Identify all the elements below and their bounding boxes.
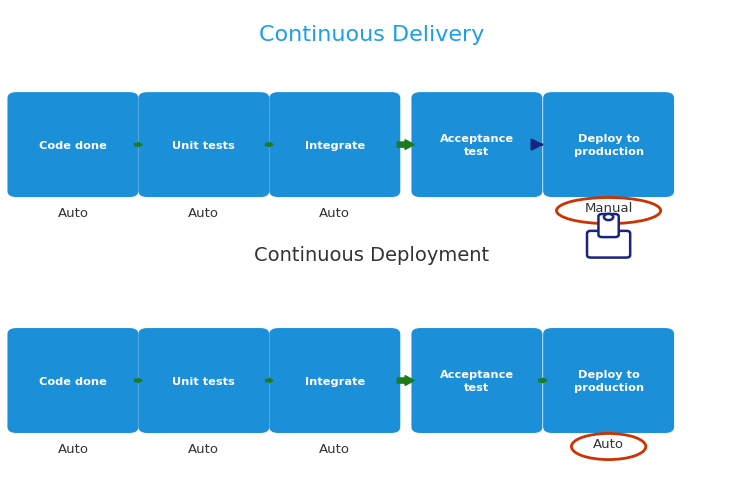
FancyBboxPatch shape — [543, 93, 674, 197]
Text: Integrate: Integrate — [305, 376, 365, 386]
Text: Auto: Auto — [57, 442, 89, 455]
FancyBboxPatch shape — [138, 93, 269, 197]
Text: Acceptance
test: Acceptance test — [440, 134, 514, 156]
Text: Auto: Auto — [188, 442, 219, 455]
Text: Code done: Code done — [39, 140, 107, 150]
FancyBboxPatch shape — [7, 329, 138, 433]
Text: Deploy to
production: Deploy to production — [574, 134, 644, 156]
FancyBboxPatch shape — [411, 93, 542, 197]
Text: Auto: Auto — [319, 207, 350, 219]
Text: Manual: Manual — [584, 201, 633, 214]
Polygon shape — [397, 376, 414, 386]
Text: Auto: Auto — [319, 442, 350, 455]
Text: Continuous Deployment: Continuous Deployment — [254, 245, 490, 265]
Polygon shape — [266, 143, 273, 147]
FancyBboxPatch shape — [138, 329, 269, 433]
FancyBboxPatch shape — [543, 329, 674, 433]
Polygon shape — [135, 143, 142, 147]
Text: Auto: Auto — [593, 437, 624, 450]
Text: Deploy to
production: Deploy to production — [574, 370, 644, 392]
FancyBboxPatch shape — [269, 93, 400, 197]
Polygon shape — [397, 140, 414, 150]
Text: Acceptance
test: Acceptance test — [440, 370, 514, 392]
Text: Auto: Auto — [188, 207, 219, 219]
FancyBboxPatch shape — [411, 329, 542, 433]
Polygon shape — [539, 378, 547, 383]
Text: Auto: Auto — [57, 207, 89, 219]
Text: Unit tests: Unit tests — [173, 376, 235, 386]
Circle shape — [604, 214, 613, 221]
FancyBboxPatch shape — [598, 214, 619, 237]
FancyBboxPatch shape — [269, 329, 400, 433]
Text: Unit tests: Unit tests — [173, 140, 235, 150]
Text: Integrate: Integrate — [305, 140, 365, 150]
Polygon shape — [266, 379, 273, 383]
Text: Continuous Delivery: Continuous Delivery — [260, 25, 484, 45]
FancyBboxPatch shape — [7, 93, 138, 197]
Polygon shape — [135, 379, 142, 383]
Text: Code done: Code done — [39, 376, 107, 386]
FancyBboxPatch shape — [587, 231, 630, 258]
